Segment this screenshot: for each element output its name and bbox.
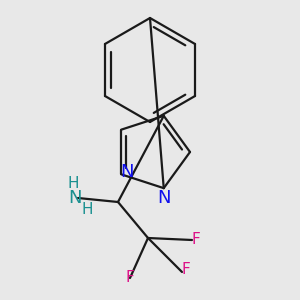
Text: H: H (81, 202, 93, 217)
Text: N: N (121, 163, 134, 181)
Text: F: F (182, 262, 190, 278)
Text: H: H (67, 176, 79, 191)
Text: N: N (68, 189, 82, 207)
Text: F: F (192, 232, 200, 247)
Text: F: F (126, 271, 134, 286)
Text: N: N (157, 189, 170, 207)
